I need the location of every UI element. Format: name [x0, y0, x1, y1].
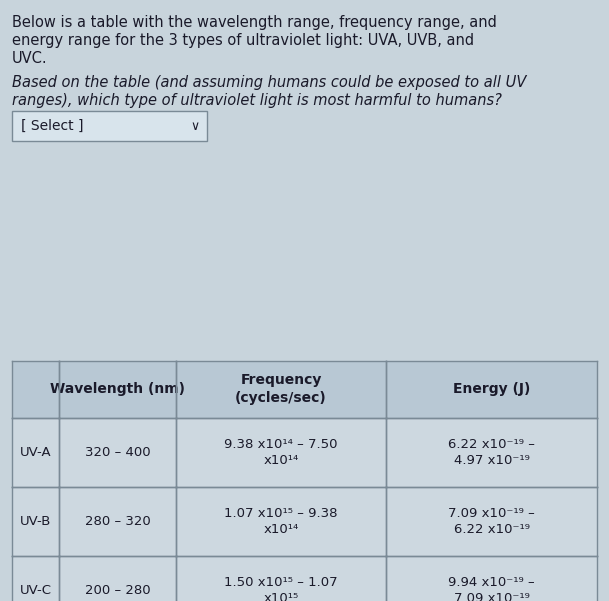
Text: Below is a table with the wavelength range, frequency range, and: Below is a table with the wavelength ran…	[12, 15, 497, 30]
Text: UV-B: UV-B	[20, 515, 51, 528]
FancyBboxPatch shape	[386, 487, 597, 556]
FancyBboxPatch shape	[12, 361, 59, 418]
Text: 200 – 280: 200 – 280	[85, 584, 150, 597]
FancyBboxPatch shape	[386, 418, 597, 487]
Text: 6.22 x10⁻¹⁹ –
4.97 x10⁻¹⁹: 6.22 x10⁻¹⁹ – 4.97 x10⁻¹⁹	[448, 438, 535, 467]
Text: energy range for the 3 types of ultraviolet light: UVA, UVB, and: energy range for the 3 types of ultravio…	[12, 33, 474, 48]
FancyBboxPatch shape	[176, 556, 386, 601]
FancyBboxPatch shape	[386, 556, 597, 601]
Text: Based on the table (and assuming humans could be exposed to all UV: Based on the table (and assuming humans …	[12, 75, 527, 90]
Text: 7.09 x10⁻¹⁹ –
6.22 x10⁻¹⁹: 7.09 x10⁻¹⁹ – 6.22 x10⁻¹⁹	[448, 507, 535, 536]
Text: 9.94 x10⁻¹⁹ –
7.09 x10⁻¹⁹: 9.94 x10⁻¹⁹ – 7.09 x10⁻¹⁹	[448, 576, 535, 601]
FancyBboxPatch shape	[59, 487, 176, 556]
Text: Energy (J): Energy (J)	[453, 382, 530, 396]
FancyBboxPatch shape	[386, 361, 597, 418]
FancyBboxPatch shape	[176, 487, 386, 556]
FancyBboxPatch shape	[12, 111, 207, 141]
FancyBboxPatch shape	[12, 487, 59, 556]
Text: UVC.: UVC.	[12, 51, 48, 66]
Text: ranges), which type of ultraviolet light is most harmful to humans?: ranges), which type of ultraviolet light…	[12, 93, 502, 108]
FancyBboxPatch shape	[176, 418, 386, 487]
FancyBboxPatch shape	[12, 418, 59, 487]
Text: 1.07 x10¹⁵ – 9.38
x10¹⁴: 1.07 x10¹⁵ – 9.38 x10¹⁴	[224, 507, 338, 536]
Text: Frequency
(cycles/sec): Frequency (cycles/sec)	[235, 373, 327, 405]
FancyBboxPatch shape	[176, 361, 386, 418]
Text: UV-C: UV-C	[19, 584, 52, 597]
FancyBboxPatch shape	[59, 418, 176, 487]
Text: UV-A: UV-A	[19, 446, 51, 459]
Text: 320 – 400: 320 – 400	[85, 446, 150, 459]
Text: 280 – 320: 280 – 320	[85, 515, 150, 528]
Text: Wavelength (nm): Wavelength (nm)	[50, 382, 185, 396]
FancyBboxPatch shape	[59, 556, 176, 601]
Text: 9.38 x10¹⁴ – 7.50
x10¹⁴: 9.38 x10¹⁴ – 7.50 x10¹⁴	[224, 438, 338, 467]
FancyBboxPatch shape	[59, 361, 176, 418]
Text: 1.50 x10¹⁵ – 1.07
x10¹⁵: 1.50 x10¹⁵ – 1.07 x10¹⁵	[224, 576, 338, 601]
Text: [ Select ]: [ Select ]	[21, 119, 84, 133]
FancyBboxPatch shape	[12, 556, 59, 601]
Text: ∨: ∨	[191, 120, 199, 133]
